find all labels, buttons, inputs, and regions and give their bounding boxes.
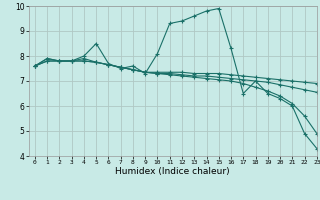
X-axis label: Humidex (Indice chaleur): Humidex (Indice chaleur) <box>116 167 230 176</box>
